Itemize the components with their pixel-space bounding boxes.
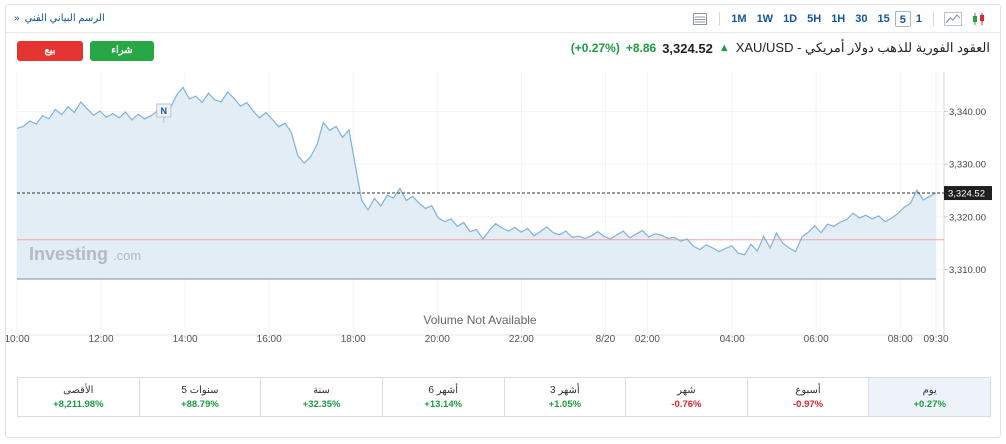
candlestick-icon[interactable] — [970, 11, 988, 27]
up-arrow-icon: ▲ — [718, 42, 730, 54]
time-tick-label: 12:00 — [89, 334, 114, 345]
price-chart[interactable]: 10:00 12:00 14:00 16:00 18:00 20:00 22:00 8/20 0… — [6, 5, 1000, 437]
price-tick-label: 3,320.00 — [949, 212, 986, 223]
time-tick-label: 10:00 — [6, 334, 30, 345]
performance-cell[interactable]: 5 سنوات +88.79% — [138, 378, 261, 416]
time-tick-label: 02:00 — [635, 334, 660, 345]
performance-period: 3 أشهر — [549, 384, 580, 396]
buy-button[interactable]: شراء — [90, 41, 154, 61]
performance-value: -0.76% — [671, 398, 702, 410]
time-tick-label: 06:00 — [804, 334, 829, 345]
toolbar-divider — [933, 12, 934, 26]
performance-value: +0.27% — [913, 398, 946, 410]
performance-period: يوم — [922, 384, 937, 396]
area-chart-icon[interactable] — [944, 11, 962, 27]
timeframe-30[interactable]: 30 — [855, 13, 868, 25]
performance-value: +8,211.98% — [53, 398, 104, 410]
performance-value: +32.35% — [302, 398, 341, 410]
news-marker-label: N — [161, 106, 168, 116]
time-tick-label: 14:00 — [173, 334, 198, 345]
performance-cell[interactable]: 6 أشهر +13.14% — [381, 378, 504, 416]
performance-period: شهر — [677, 384, 696, 396]
sell-button[interactable]: بيع — [17, 41, 83, 61]
performance-cell[interactable]: يوم +0.27% — [868, 378, 990, 416]
timeframe-1[interactable]: 1 — [915, 13, 922, 25]
volume-not-available: Volume Not Available — [423, 313, 537, 327]
timeframe-1M[interactable]: 1M — [731, 13, 747, 25]
performance-period: الأقصى — [63, 384, 94, 396]
timeframe-1W[interactable]: 1W — [756, 13, 774, 25]
time-tick-label: 08:00 — [888, 334, 913, 345]
performance-period: سنة — [313, 384, 330, 396]
time-tick-label: 04:00 — [720, 334, 745, 345]
time-tick-label: 22:00 — [509, 334, 534, 345]
performance-value: +1.05% — [548, 398, 582, 410]
instrument-name: XAU/USD - العقود الفورية للذهب دولار أمر… — [735, 40, 990, 55]
performance-value: -0.97% — [793, 398, 824, 410]
price-tick-label: 3,340.00 — [949, 107, 986, 118]
last-price: 3,324.52 — [662, 40, 713, 56]
timeframe-5H[interactable]: 5H — [807, 13, 822, 25]
toolbar-divider — [719, 12, 721, 26]
investing-watermark-suffix: .com — [113, 248, 141, 263]
chart-toolbar: » الرسم البياني الفني 1M 1W 1D 5H 1H 30 … — [6, 5, 1000, 33]
performance-value: +88.79% — [181, 398, 219, 410]
price-tick-label: 3,330.00 — [949, 160, 986, 171]
chart-widget: » الرسم البياني الفني 1M 1W 1D 5H 1H 30 … — [5, 4, 1001, 438]
change-percent: (+0.27%) — [570, 41, 620, 55]
time-tick-label: 20:00 — [425, 334, 450, 345]
timeframe-bar: 1M 1W 1D 5H 1H 30 15 5 1 — [687, 10, 992, 28]
full-chart-link[interactable]: » الرسم البياني الفني — [14, 13, 105, 24]
time-tick-label: 16:00 — [257, 334, 282, 345]
time-tick-label: 09:30 — [923, 334, 948, 345]
current-price-label: 3,324.52 — [948, 189, 985, 200]
quote-header: (+0.27%) +8.86 3,324.52 ▲ XAU/USD - العق… — [571, 40, 990, 56]
performance-period: 6 أشهر — [428, 384, 458, 396]
change-value: +8.86 — [625, 41, 657, 55]
performance-cell[interactable]: 3 أشهر +1.05% — [503, 378, 626, 416]
price-tick-label: 3,310.00 — [949, 265, 986, 276]
table-view-icon[interactable] — [691, 11, 709, 27]
investing-watermark: Investing — [29, 244, 108, 264]
timeframe-15[interactable]: 15 — [877, 13, 890, 25]
timeframe-5[interactable]: 5 — [894, 11, 911, 27]
performance-value: +13.14% — [424, 398, 463, 410]
time-tick-label: 18:00 — [341, 334, 366, 345]
performance-cell[interactable]: سنة +32.35% — [260, 378, 382, 416]
chevron-right-icon: » — [14, 13, 20, 24]
performance-period: 5 سنوات — [181, 384, 219, 396]
full-chart-label: الرسم البياني الفني — [24, 13, 105, 24]
performance-cell[interactable]: أسبوع -0.97% — [746, 378, 869, 416]
timeframe-1D[interactable]: 1D — [783, 13, 798, 25]
news-marker — [156, 103, 172, 118]
performance-cell[interactable]: الأقصى +8,211.98% — [18, 378, 139, 416]
performance-table: الأقصى +8,211.98% 5 سنوات +88.79% سنة +32.35%… — [17, 377, 991, 417]
performance-cell[interactable]: شهر -0.76% — [625, 378, 747, 416]
time-tick-label: 8/20 — [596, 334, 616, 345]
price-area-fill — [17, 87, 936, 279]
current-price-tag — [944, 186, 992, 201]
performance-period: أسبوع — [795, 384, 821, 396]
timeframe-1H[interactable]: 1H — [831, 13, 846, 25]
